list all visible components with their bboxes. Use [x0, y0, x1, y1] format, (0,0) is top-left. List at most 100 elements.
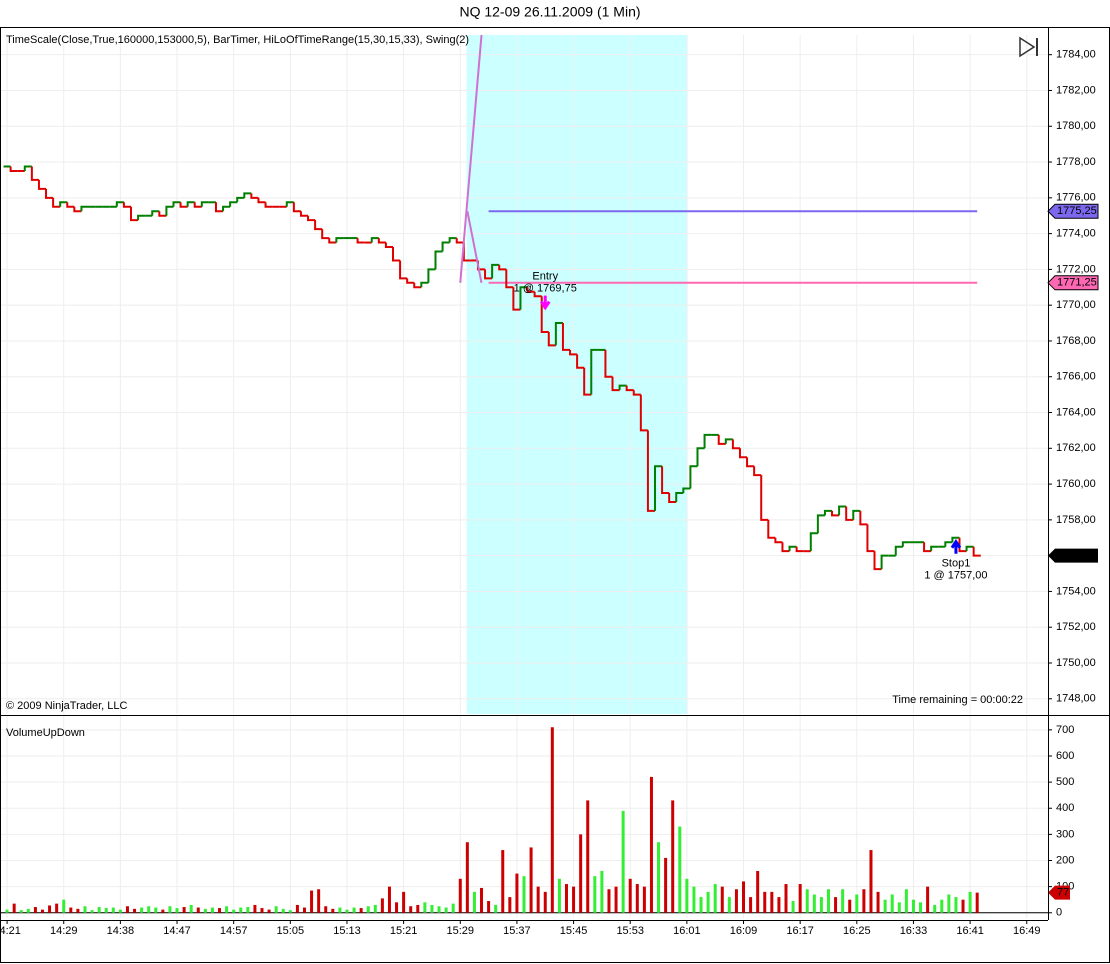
- price-step: [292, 202, 301, 213]
- price-step: [30, 166, 39, 181]
- x-tick-label: 15:21: [390, 925, 418, 937]
- x-tick-label: 16:41: [956, 925, 984, 937]
- volume-bar: [515, 873, 519, 913]
- price-step: [944, 541, 953, 547]
- volume-bar: [69, 907, 73, 913]
- volume-bar: [26, 908, 30, 913]
- price-step: [731, 439, 740, 450]
- price-step: [788, 545, 797, 552]
- volume-bar: [310, 890, 314, 913]
- volume-bar: [529, 847, 533, 913]
- volume-bar: [465, 842, 469, 913]
- price-step: [625, 385, 634, 392]
- price-step: [583, 367, 592, 396]
- price-step: [37, 179, 47, 190]
- volume-bar: [409, 906, 413, 913]
- volume-bar: [883, 899, 887, 913]
- volume-bar: [125, 906, 129, 913]
- volume-bar: [607, 889, 611, 913]
- volume-bar: [380, 898, 384, 913]
- price-marker: [1047, 203, 1099, 219]
- price-step: [377, 238, 386, 244]
- price-step: [618, 384, 627, 391]
- x-tick-label: 15:45: [560, 925, 588, 937]
- price-step: [696, 447, 705, 467]
- volume-bar: [543, 891, 547, 913]
- price-step: [894, 545, 903, 556]
- price-step: [321, 229, 330, 240]
- price-step: [873, 551, 882, 571]
- price-step: [831, 510, 840, 517]
- price-step: [45, 188, 54, 199]
- price-step: [738, 448, 748, 459]
- volume-bar: [423, 902, 427, 913]
- volume-bar: [904, 889, 908, 913]
- x-tick-label: 14:57: [220, 925, 248, 937]
- volume-bar: [458, 878, 462, 913]
- price-step: [420, 281, 429, 288]
- price-step: [441, 241, 450, 252]
- volume-bar: [5, 909, 9, 913]
- x-tick-label: 16:25: [843, 925, 871, 937]
- y-tick-label: 1772,00: [1056, 263, 1096, 275]
- y-tick-label: 700: [1056, 724, 1074, 736]
- volume-bar: [33, 907, 37, 913]
- price-step: [434, 250, 443, 270]
- volume-bar: [48, 905, 52, 913]
- volume-bar: [111, 907, 115, 913]
- price-step: [668, 493, 677, 503]
- price-step: [880, 554, 889, 570]
- x-tick-label: 16:17: [786, 925, 814, 937]
- volume-bar: [664, 857, 668, 913]
- y-tick-label: 1762,00: [1056, 442, 1096, 454]
- volume-bar: [727, 897, 731, 913]
- price-step: [901, 541, 910, 547]
- y-tick-label: 1748,00: [1056, 693, 1096, 705]
- price-step: [561, 323, 571, 351]
- price-step: [484, 269, 493, 280]
- range-line: [459, 34, 483, 283]
- price-step: [384, 242, 393, 249]
- volume-bar: [416, 904, 420, 913]
- y-tick-label: 1778,00: [1056, 156, 1096, 168]
- volume-bar: [777, 897, 781, 913]
- y-tick-label: 1774,00: [1056, 228, 1096, 240]
- volume-bar: [175, 908, 179, 913]
- x-tick-label: 16:01: [673, 925, 701, 937]
- price-step: [823, 509, 833, 516]
- price-step: [547, 332, 556, 347]
- volume-bar: [302, 907, 306, 913]
- volume-bar: [564, 884, 568, 913]
- price-step: [200, 201, 209, 207]
- y-tick-label: 1766,00: [1056, 371, 1096, 383]
- price-step: [611, 376, 620, 392]
- volume-marker: [1048, 885, 1070, 900]
- y-tick-label: 1754,00: [1056, 585, 1096, 597]
- y-tick-label: 400: [1056, 802, 1074, 814]
- volume-bar: [472, 891, 476, 913]
- price-step: [795, 546, 804, 553]
- price-step: [370, 237, 379, 243]
- price-step: [838, 505, 847, 516]
- price-step: [73, 206, 82, 213]
- volume-bar: [225, 906, 229, 913]
- x-tick-label: 14:38: [107, 925, 135, 937]
- volume-bar: [784, 884, 788, 913]
- volume-bar: [274, 906, 278, 913]
- volume-bar: [90, 910, 94, 913]
- volume-bar: [812, 894, 816, 913]
- price-step: [52, 197, 61, 208]
- play-icon[interactable]: [1019, 36, 1038, 58]
- volume-marker-label: 77: [1057, 887, 1069, 899]
- price-step: [774, 537, 783, 544]
- volume-bar: [713, 884, 717, 913]
- price-step: [972, 546, 981, 557]
- volume-bar: [911, 899, 915, 913]
- y-tick-label: 1758,00: [1056, 514, 1096, 526]
- price-step: [682, 487, 691, 494]
- volume-bar: [12, 903, 16, 913]
- volume-bar: [345, 909, 349, 913]
- price-step: [724, 438, 733, 444]
- volume-bar: [444, 907, 448, 913]
